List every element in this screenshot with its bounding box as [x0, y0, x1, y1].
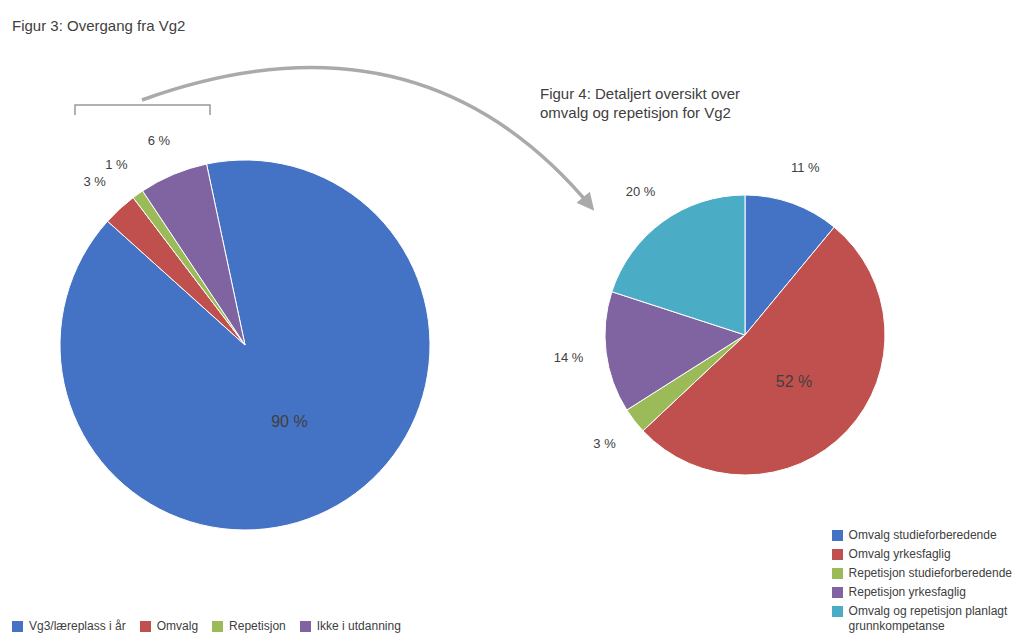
html-text:Repetisjon yrkesfaglig: Repetisjon yrkesfaglig: [848, 585, 966, 599]
html-text:Omvalg: Omvalg: [156, 619, 199, 633]
html-text:Omvalg og repetisjon planlagt: Omvalg og repetisjon planlagt grunnkompe…: [848, 604, 1008, 633]
html-text:Figur 4: Detaljert oversikt ov: Figur 4: Detaljert oversikt over omvalg …: [540, 85, 741, 121]
svg-text:20 %: 20 %: [626, 184, 656, 199]
html-text:Repetisjon: Repetisjon: [229, 619, 286, 633]
svg-text:1 %: 1 %: [105, 157, 128, 172]
svg-text:6 %: 6 %: [148, 133, 171, 148]
html-text:Omvalg yrkesfaglig: Omvalg yrkesfaglig: [848, 547, 951, 561]
html-text:Figur 3: Overgang fra Vg2: Figur 3: Overgang fra Vg2: [12, 17, 186, 34]
svg-text:3 %: 3 %: [84, 174, 107, 189]
html-text:Omvalg studieforberedende: Omvalg studieforberedende: [848, 528, 997, 542]
html-text:Vg3/læreplass i år: Vg3/læreplass i år: [29, 619, 126, 633]
svg-text:3 %: 3 %: [593, 436, 616, 451]
svg-text:14 %: 14 %: [554, 350, 584, 365]
svg-text:11 %: 11 %: [791, 160, 820, 175]
svg-text:52 %: 52 %: [776, 373, 812, 390]
html-text:Ikke i utdanning: Ikke i utdanning: [316, 619, 401, 633]
html-text:Repetisjon studieforberedende: Repetisjon studieforberedende: [848, 566, 1012, 580]
svg-text:90 %: 90 %: [271, 413, 307, 430]
